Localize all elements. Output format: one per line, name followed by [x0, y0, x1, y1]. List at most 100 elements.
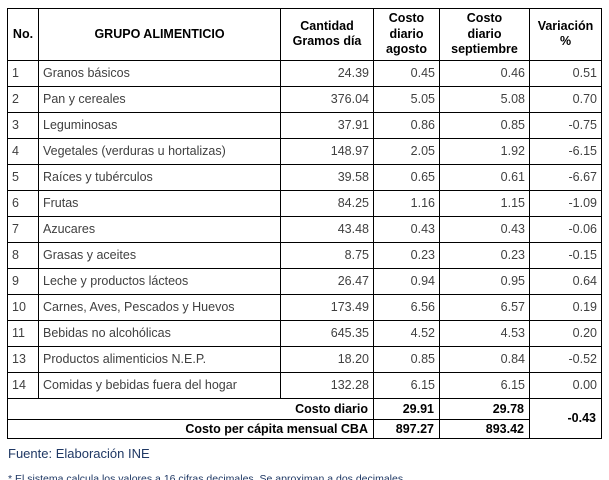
cell-variacion: 0.64: [529, 267, 602, 295]
cell-grupo: Leguminosas: [38, 111, 281, 139]
cell-variacion: -0.52: [529, 345, 602, 373]
cell-no: 14: [7, 371, 39, 399]
cell-no: 10: [7, 293, 39, 321]
cell-septiembre: 0.85: [439, 111, 530, 139]
col-header-cantidad: Cantidad Gramos día: [280, 8, 374, 61]
cell-no: 9: [7, 267, 39, 295]
col-header-variacion: Variación %: [529, 8, 602, 61]
cell-grupo: Granos básicos: [38, 59, 281, 87]
cell-septiembre: 6.15: [439, 371, 530, 399]
summary-label-per-capita: Costo per cápita mensual CBA: [7, 418, 374, 439]
cell-agosto: 6.15: [373, 371, 440, 399]
table-row: 1 Granos básicos 24.39 0.45 0.46 0.51: [7, 59, 602, 87]
cell-cantidad: 148.97: [280, 137, 374, 165]
cell-variacion: 0.19: [529, 293, 602, 321]
cell-variacion: -6.15: [529, 137, 602, 165]
cell-agosto: 0.94: [373, 267, 440, 295]
cell-agosto: 0.43: [373, 215, 440, 243]
cell-cantidad: 8.75: [280, 241, 374, 269]
summary-row-costo-diario: Costo diario 29.91 29.78 -0.43: [7, 397, 602, 439]
summary-costo-diario-septiembre: 29.78: [439, 397, 530, 420]
cell-septiembre: 1.92: [439, 137, 530, 165]
summary-row-per-capita: Costo per cápita mensual CBA 897.27 893.…: [7, 418, 602, 439]
cell-grupo: Carnes, Aves, Pescados y Huevos: [38, 293, 281, 321]
table-row: 13 Productos alimenticios N.E.P. 18.20 0…: [7, 345, 602, 373]
cell-no: 6: [7, 189, 39, 217]
cell-cantidad: 37.91: [280, 111, 374, 139]
table-row: 5 Raíces y tubérculos 39.58 0.65 0.61 -6…: [7, 163, 602, 191]
cell-cantidad: 43.48: [280, 215, 374, 243]
cell-cantidad: 84.25: [280, 189, 374, 217]
table-row: 9 Leche y productos lácteos 26.47 0.94 0…: [7, 267, 602, 295]
cell-variacion: 0.00: [529, 371, 602, 399]
cell-cantidad: 24.39: [280, 59, 374, 87]
cell-no: 13: [7, 345, 39, 373]
cell-variacion: -6.67: [529, 163, 602, 191]
cell-agosto: 5.05: [373, 85, 440, 113]
cell-septiembre: 0.23: [439, 241, 530, 269]
cell-agosto: 0.86: [373, 111, 440, 139]
table-row: 4 Vegetales (verduras u hortalizas) 148.…: [7, 137, 602, 165]
cell-no: 2: [7, 85, 39, 113]
summary-per-capita-septiembre: 893.42: [439, 418, 530, 439]
table-row: 6 Frutas 84.25 1.16 1.15 -1.09: [7, 189, 602, 217]
cell-grupo: Raíces y tubérculos: [38, 163, 281, 191]
col-header-agosto: Costo diario agosto: [373, 8, 440, 61]
cell-no: 11: [7, 319, 39, 347]
col-header-septiembre: Costo diario septiembre: [439, 8, 530, 61]
table-row: 8 Grasas y aceites 8.75 0.23 0.23 -0.15: [7, 241, 602, 269]
cell-variacion: -1.09: [529, 189, 602, 217]
cell-grupo: Vegetales (verduras u hortalizas): [38, 137, 281, 165]
summary-costo-diario-agosto: 29.91: [373, 397, 440, 420]
cell-variacion: -0.15: [529, 241, 602, 269]
cell-septiembre: 0.84: [439, 345, 530, 373]
header-row: No. GRUPO ALIMENTICIO Cantidad Gramos dí…: [7, 8, 602, 61]
cba-cost-table: No. GRUPO ALIMENTICIO Cantidad Gramos dí…: [7, 8, 602, 439]
cell-agosto: 1.16: [373, 189, 440, 217]
cell-agosto: 0.23: [373, 241, 440, 269]
summary-per-capita-agosto: 897.27: [373, 418, 440, 439]
cell-grupo: Azucares: [38, 215, 281, 243]
cell-variacion: 0.51: [529, 59, 602, 87]
table-row: 7 Azucares 43.48 0.43 0.43 -0.06: [7, 215, 602, 243]
cell-cantidad: 39.58: [280, 163, 374, 191]
cell-cantidad: 18.20: [280, 345, 374, 373]
col-header-grupo: GRUPO ALIMENTICIO: [38, 8, 281, 61]
table-row: 11 Bebidas no alcohólicas 645.35 4.52 4.…: [7, 319, 602, 347]
cell-no: 3: [7, 111, 39, 139]
cell-grupo: Grasas y aceites: [38, 241, 281, 269]
cell-septiembre: 0.95: [439, 267, 530, 295]
cell-agosto: 4.52: [373, 319, 440, 347]
cell-grupo: Frutas: [38, 189, 281, 217]
cell-grupo: Productos alimenticios N.E.P.: [38, 345, 281, 373]
cell-cantidad: 173.49: [280, 293, 374, 321]
cell-agosto: 6.56: [373, 293, 440, 321]
cell-grupo: Comidas y bebidas fuera del hogar: [38, 371, 281, 399]
table-row: 2 Pan y cereales 376.04 5.05 5.08 0.70: [7, 85, 602, 113]
cell-septiembre: 4.53: [439, 319, 530, 347]
source-note: Fuente: Elaboración INE: [8, 445, 150, 461]
cell-variacion: -0.06: [529, 215, 602, 243]
cell-variacion: -0.75: [529, 111, 602, 139]
decimals-disclaimer-note: * El sistema calcula los valores a 16 ci…: [8, 472, 407, 480]
cell-cantidad: 26.47: [280, 267, 374, 295]
cell-no: 7: [7, 215, 39, 243]
cell-agosto: 2.05: [373, 137, 440, 165]
cell-grupo: Bebidas no alcohólicas: [38, 319, 281, 347]
summary-label-costo-diario: Costo diario: [7, 397, 374, 420]
table-row: 3 Leguminosas 37.91 0.86 0.85 -0.75: [7, 111, 602, 139]
cell-grupo: Pan y cereales: [38, 85, 281, 113]
cell-no: 5: [7, 163, 39, 191]
cell-agosto: 0.45: [373, 59, 440, 87]
cell-no: 4: [7, 137, 39, 165]
summary-variacion-total: -0.43: [529, 397, 602, 439]
cell-variacion: 0.20: [529, 319, 602, 347]
cell-septiembre: 0.43: [439, 215, 530, 243]
cell-grupo: Leche y productos lácteos: [38, 267, 281, 295]
cell-agosto: 0.65: [373, 163, 440, 191]
table-row: 14 Comidas y bebidas fuera del hogar 132…: [7, 371, 602, 399]
cell-cantidad: 376.04: [280, 85, 374, 113]
cell-no: 8: [7, 241, 39, 269]
cell-septiembre: 6.57: [439, 293, 530, 321]
